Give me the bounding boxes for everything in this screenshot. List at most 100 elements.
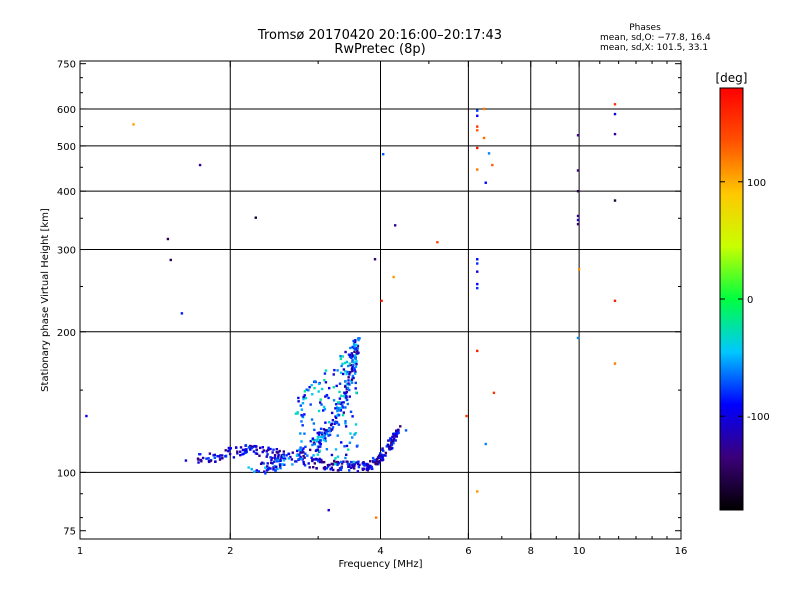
data-point	[250, 467, 253, 471]
data-point	[296, 449, 299, 453]
data-point	[302, 451, 305, 454]
data-point	[339, 357, 343, 361]
data-point	[232, 456, 236, 459]
data-point	[380, 453, 383, 457]
data-point	[275, 448, 279, 451]
data-point	[476, 349, 479, 353]
data-point	[228, 452, 232, 456]
data-point	[395, 431, 398, 434]
data-point	[350, 381, 354, 384]
data-point	[352, 467, 356, 470]
data-point	[245, 448, 248, 451]
data-point	[302, 447, 305, 450]
data-point	[436, 241, 439, 244]
data-point	[272, 460, 276, 464]
data-point	[334, 421, 337, 424]
data-point	[331, 426, 335, 429]
data-point	[356, 470, 360, 473]
data-point	[339, 406, 342, 410]
data-point	[334, 415, 337, 418]
data-point	[342, 368, 346, 371]
data-point	[266, 462, 269, 465]
data-point	[344, 425, 348, 428]
colorbar-tick-label: -100	[747, 412, 770, 423]
data-point	[324, 428, 327, 432]
data-point	[328, 430, 332, 433]
data-point	[267, 466, 271, 470]
phase-statistics-title: Phases	[629, 23, 661, 33]
data-point	[261, 446, 265, 449]
data-point	[380, 455, 384, 459]
data-point	[476, 270, 479, 273]
data-point	[333, 422, 336, 426]
data-point	[389, 437, 392, 440]
data-point	[309, 439, 312, 443]
data-point	[336, 369, 339, 372]
data-point	[484, 442, 487, 446]
data-point	[317, 433, 321, 436]
data-point	[476, 286, 479, 290]
data-point	[324, 439, 327, 443]
data-point	[344, 422, 347, 425]
data-point	[348, 465, 351, 468]
data-point	[476, 129, 479, 132]
data-point	[282, 450, 286, 453]
data-point	[252, 450, 256, 453]
data-point	[266, 467, 270, 471]
data-point	[283, 457, 287, 460]
chart-title-line-1: Tromsø 20170420 20:16:00–20:17:43	[257, 28, 503, 43]
data-point	[345, 372, 348, 376]
data-point	[576, 222, 580, 226]
data-point	[338, 401, 341, 404]
data-point	[347, 376, 350, 379]
data-point	[374, 516, 378, 519]
data-point	[325, 467, 329, 470]
data-point	[313, 462, 317, 465]
data-point	[302, 395, 305, 399]
data-point	[576, 214, 580, 218]
data-point	[349, 363, 352, 367]
data-point	[275, 458, 278, 462]
data-point	[351, 354, 355, 357]
data-point	[392, 275, 395, 279]
data-point	[320, 403, 323, 406]
data-point	[388, 446, 391, 449]
data-point	[297, 458, 300, 461]
data-point	[283, 463, 286, 466]
data-point	[311, 459, 314, 463]
data-point	[325, 393, 329, 397]
data-point	[301, 448, 304, 452]
data-point	[613, 299, 617, 303]
data-point	[304, 445, 307, 449]
data-point	[299, 446, 302, 449]
data-point	[298, 457, 302, 461]
data-point	[341, 413, 345, 417]
data-point	[349, 460, 353, 464]
data-point	[482, 136, 486, 140]
data-point	[349, 354, 352, 357]
data-point	[334, 407, 337, 410]
data-point	[376, 462, 379, 466]
data-point	[279, 458, 282, 461]
data-point	[344, 406, 347, 409]
data-point	[476, 282, 479, 286]
data-point	[278, 449, 281, 453]
data-point	[344, 456, 347, 460]
data-point	[344, 420, 347, 423]
data-point	[390, 439, 394, 442]
data-point	[317, 382, 321, 386]
data-point	[334, 403, 338, 406]
data-point	[276, 457, 280, 460]
data-point	[347, 379, 350, 382]
colorbar-tick-label: 100	[747, 178, 766, 189]
data-point	[352, 346, 356, 350]
data-point	[303, 464, 307, 467]
data-point	[348, 388, 351, 392]
data-point	[321, 409, 325, 412]
data-point	[343, 391, 346, 394]
phase-statistics-x-mode: mean, sd,X: 101.5, 33.1	[600, 43, 709, 53]
data-point	[330, 466, 334, 469]
data-point	[356, 349, 359, 353]
data-point	[381, 447, 384, 450]
data-point	[345, 460, 348, 463]
